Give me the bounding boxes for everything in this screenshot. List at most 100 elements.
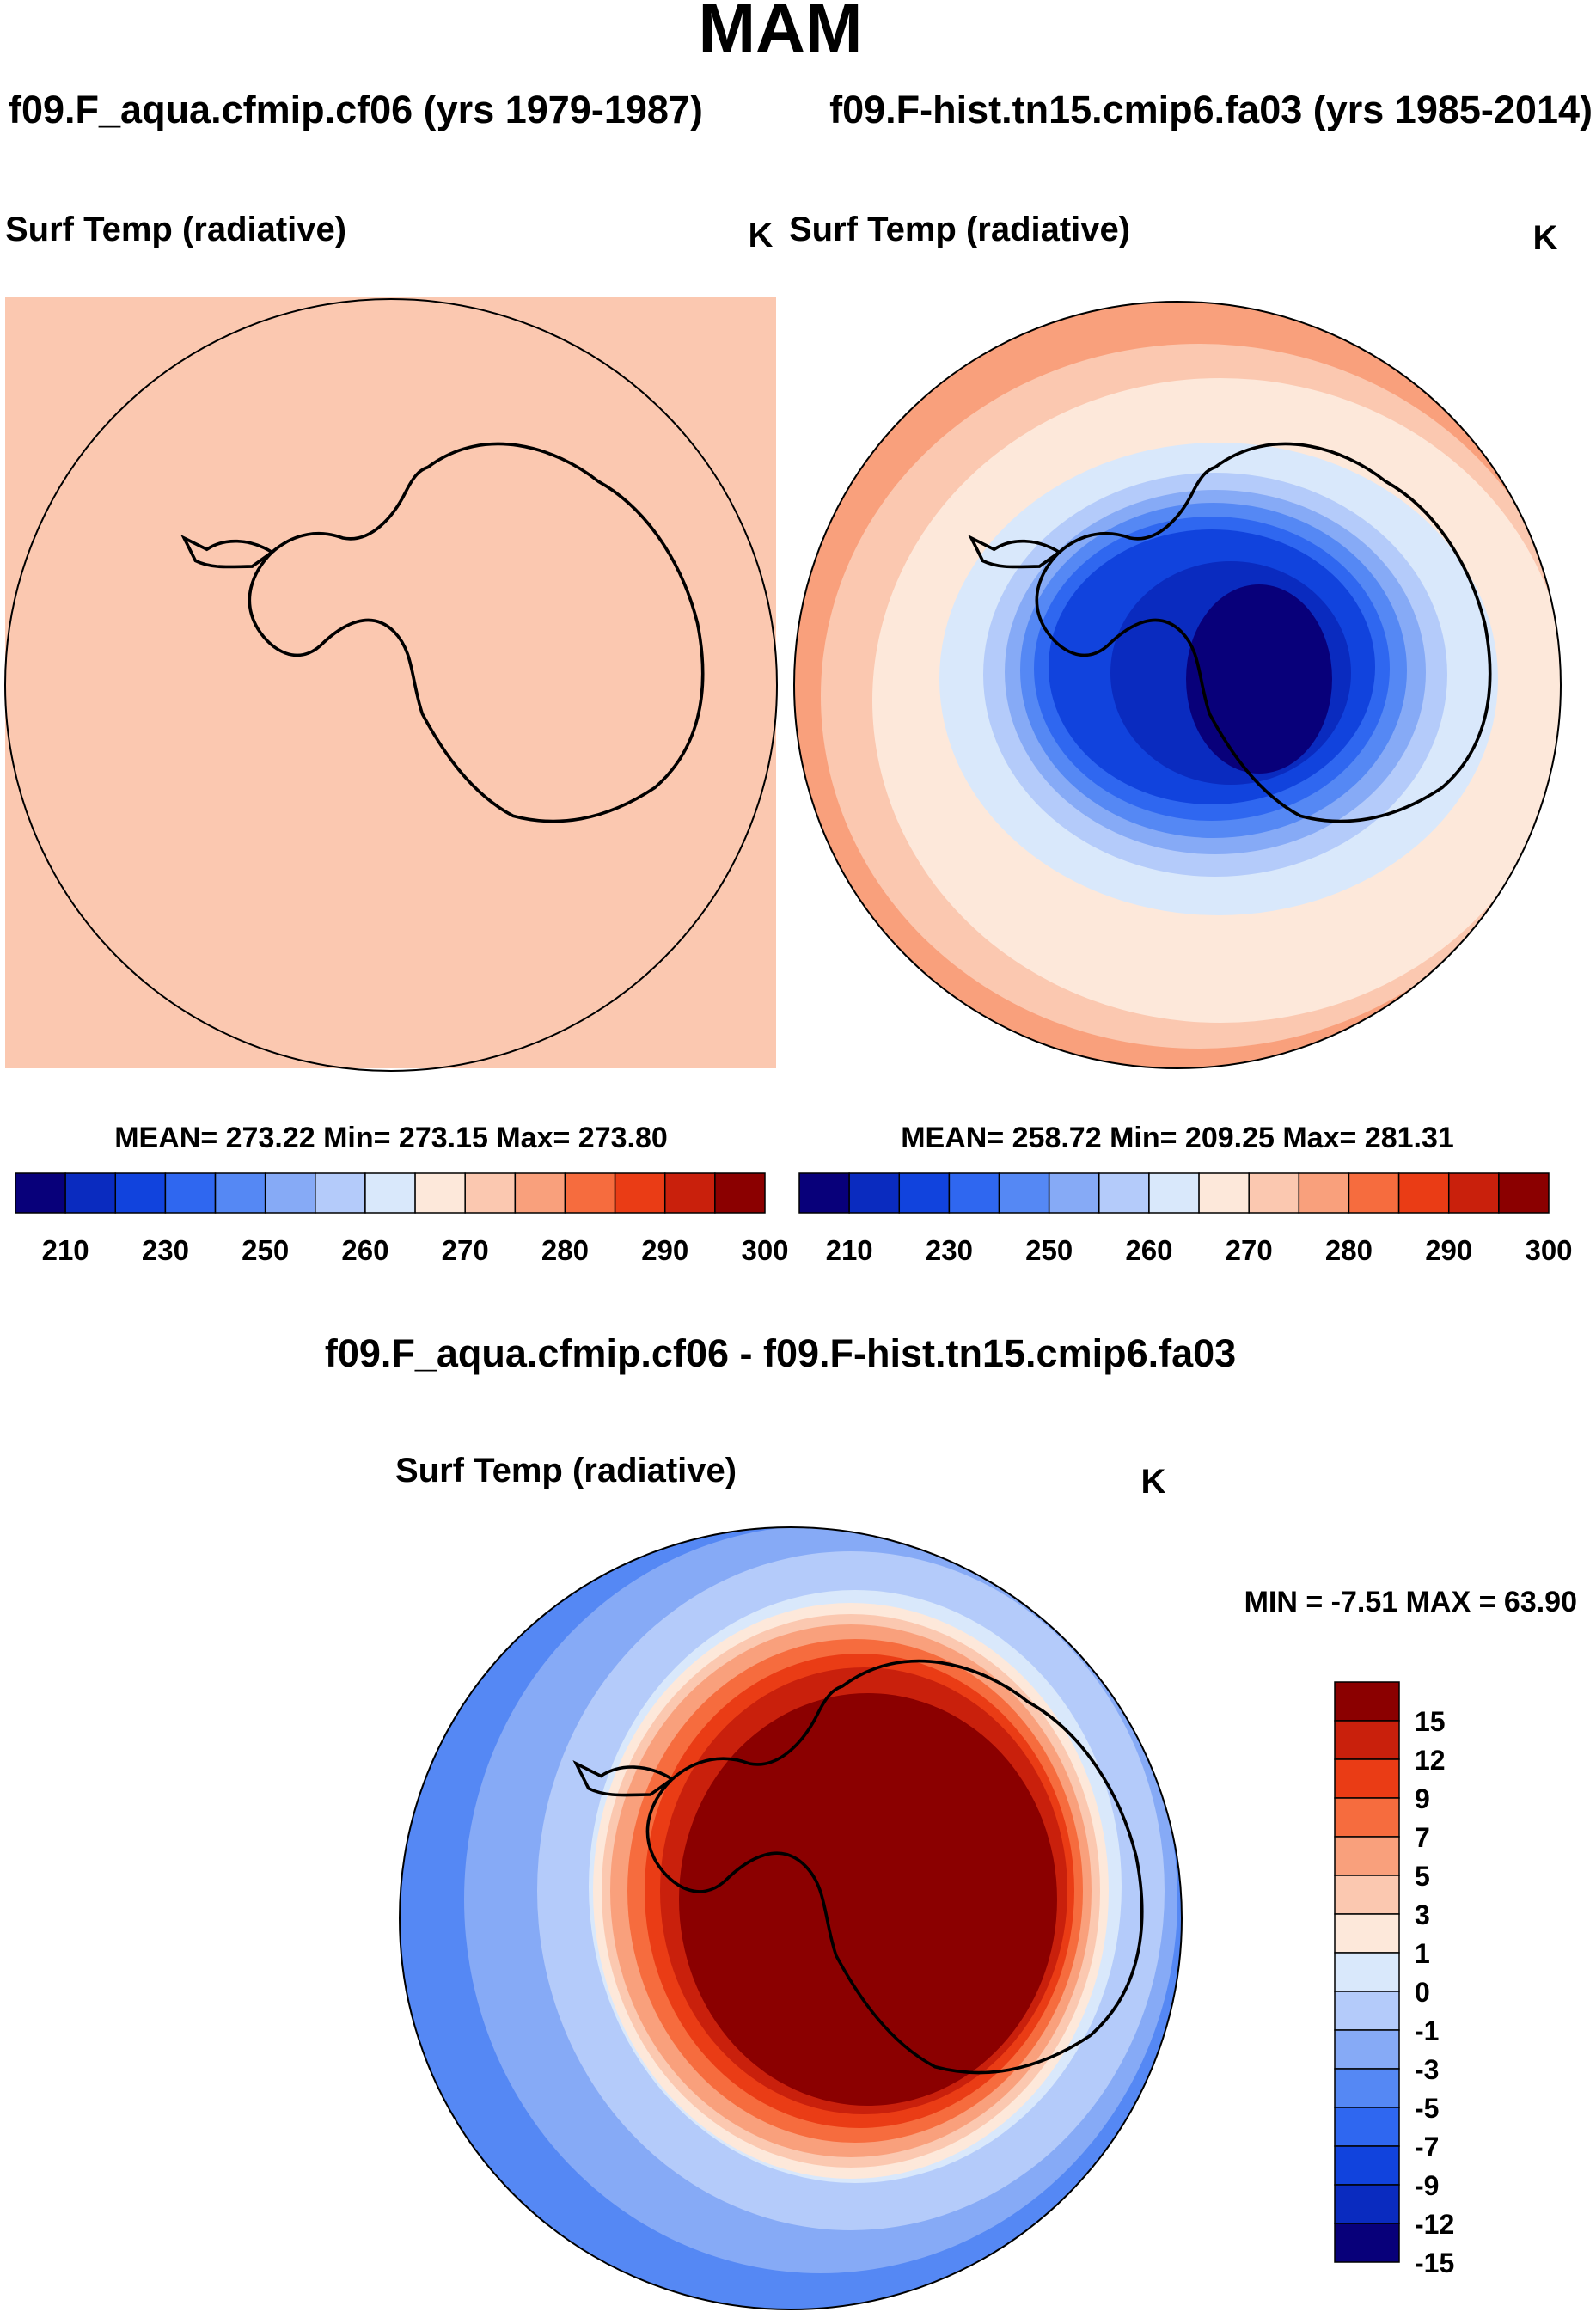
- case1-colorbar-box: [564, 1172, 616, 1214]
- case1-colorbar-box: [714, 1172, 766, 1214]
- diff-colorbar-box: [1334, 1836, 1400, 1876]
- case1-colorbar-tick: 250: [242, 1234, 289, 1266]
- diff-units: K: [1141, 1463, 1166, 1501]
- case1-colorbar-tick: 270: [442, 1234, 489, 1266]
- case2-temperature-field: [794, 302, 1561, 1068]
- diff-map-boundary: [399, 1526, 1183, 2310]
- case2-colorbar-box: [1198, 1172, 1250, 1214]
- case2-colorbar-box: [848, 1172, 901, 1214]
- case2-contour-level-10: [1186, 584, 1332, 774]
- diff-colorbar-box: [1334, 1758, 1400, 1799]
- diff-colorbar-tick: 12: [1415, 1745, 1446, 1776]
- diff-colorbar-tick: 5: [1415, 1861, 1430, 1892]
- case1-colorbar-box: [414, 1172, 466, 1214]
- case2-colorbar-box: [1248, 1172, 1300, 1214]
- case1-colorbar-box: [214, 1172, 266, 1214]
- case1-colorbar-box: [264, 1172, 316, 1214]
- diff-colorbar-tick: -1: [1415, 2015, 1439, 2046]
- case1-units: K: [749, 217, 774, 254]
- case1-colorbar-box: [464, 1172, 517, 1214]
- case1-colorbar-box: [114, 1172, 167, 1214]
- case2-colorbar-box: [1447, 1172, 1500, 1214]
- diff-colorbar-box: [1334, 1875, 1400, 1915]
- diff-colorbar-tick: -7: [1415, 2131, 1439, 2162]
- diff-contour-level-10: [679, 1693, 1057, 2106]
- case1-colorbar-tick: 230: [142, 1234, 189, 1266]
- case2-colorbar-box: [1148, 1172, 1200, 1214]
- case2-colorbar-box: [1397, 1172, 1450, 1214]
- case2-colorbar-tick: 230: [926, 1234, 973, 1266]
- case1-colorbar-tick: 280: [541, 1234, 589, 1266]
- diff-colorbar: 15 12 9 7 5 3 1 0 -1 -3 -5 -7 -9 -12 -15: [1334, 1681, 1454, 2278]
- case1-title: f09.F_aqua.cfmip.cf06 (yrs 1979-1987): [9, 88, 703, 131]
- diff-colorbar-tick: 3: [1415, 1899, 1430, 1930]
- diff-colorbar-tick: 1: [1415, 1938, 1430, 1969]
- case1-colorbar-tick: 210: [42, 1234, 89, 1266]
- case2-colorbar-tick: 280: [1325, 1234, 1373, 1266]
- case1-colorbar-box: [514, 1172, 566, 1214]
- case2-colorbar-tick: 290: [1425, 1234, 1472, 1266]
- diff-colorbar-box: [1334, 2029, 1400, 2070]
- diff-colorbar-box: [1334, 1952, 1400, 1992]
- diff-colorbar-tick: -15: [1415, 2248, 1454, 2278]
- diff-temperature-field: [400, 1527, 1182, 2309]
- case1-colorbar-box: [315, 1172, 366, 1214]
- diff-colorbar-tick: 9: [1415, 1783, 1430, 1814]
- case2-colorbar-tick: 210: [826, 1234, 873, 1266]
- case2-colorbar-box: [798, 1172, 850, 1214]
- case1-plot-background: [5, 297, 776, 1068]
- case2-colorbar-box: [1498, 1172, 1550, 1214]
- case1-colorbar-box: [15, 1172, 66, 1214]
- case1-plot-title: Surf Temp (radiative): [5, 211, 346, 248]
- case2-colorbar-tick: 270: [1226, 1234, 1273, 1266]
- diff-colorbar-box: [1334, 1913, 1400, 1954]
- case2-stats: MEAN= 258.72 Min= 209.25 Max= 281.31: [901, 1122, 1454, 1154]
- diff-colorbar-tick: 0: [1415, 1977, 1430, 2008]
- diff-colorbar-box: [1334, 1720, 1400, 1760]
- diff-stats: MIN = -7.51 MAX = 63.90: [1244, 1586, 1577, 1618]
- diff-colorbar-box: [1334, 2068, 1400, 2108]
- diff-colorbar-box: [1334, 2223, 1400, 2263]
- case1-colorbar-tick: 300: [741, 1234, 788, 1266]
- diff-title: f09.F_aqua.cfmip.cf06 - f09.F-hist.tn15.…: [325, 1331, 1236, 1375]
- case1-colorbar-box: [663, 1172, 716, 1214]
- diff-colorbar-tick: -9: [1415, 2170, 1439, 2201]
- diff-colorbar-tick: 7: [1415, 1822, 1430, 1853]
- case1-colorbar-box: [614, 1172, 666, 1214]
- case1-colorbar-box: [164, 1172, 217, 1214]
- case2-colorbar-box: [998, 1172, 1050, 1214]
- case2-plot-title: Surf Temp (radiative): [789, 211, 1130, 248]
- case2-contour-level-11: [1244, 629, 1265, 677]
- case2-colorbar-tick: 260: [1125, 1234, 1172, 1266]
- case2-colorbar-box: [1348, 1172, 1400, 1214]
- diff-colorbar-box: [1334, 2145, 1400, 2186]
- case2-colorbar-tick: 300: [1525, 1234, 1572, 1266]
- case2-map-boundary: [793, 301, 1562, 1069]
- case2-colorbar-box: [1298, 1172, 1350, 1214]
- case2-title: f09.F-hist.tn15.cmip6.fa03 (yrs 1985-201…: [829, 88, 1593, 131]
- case1-map-boundary: [4, 298, 778, 1072]
- case2-colorbar-box: [948, 1172, 1000, 1214]
- diff-colorbar-tick: 15: [1415, 1706, 1446, 1737]
- diff-plot-title: Surf Temp (radiative): [395, 1452, 737, 1489]
- diff-colorbar-box: [1334, 2184, 1400, 2224]
- case1-colorbar-tick: 290: [641, 1234, 688, 1266]
- case2-colorbar: 210 230 250 260 270 280 290 300: [798, 1172, 1573, 1266]
- case2-colorbar-box: [898, 1172, 951, 1214]
- case1-colorbar-box: [64, 1172, 117, 1214]
- case1-colorbar: 210 230 250 260 270 280 290 300: [15, 1172, 789, 1266]
- diff-colorbar-tick: -5: [1415, 2093, 1439, 2124]
- diff-colorbar-box: [1334, 2107, 1400, 2147]
- case2-units: K: [1533, 219, 1558, 257]
- case2-colorbar-tick: 250: [1025, 1234, 1073, 1266]
- case1-colorbar-tick: 260: [341, 1234, 388, 1266]
- diff-colorbar-tick: -12: [1415, 2209, 1454, 2240]
- case1-stats: MEAN= 273.22 Min= 273.15 Max= 273.80: [114, 1122, 668, 1154]
- diff-colorbar-tick: -3: [1415, 2054, 1439, 2085]
- diff-colorbar-box: [1334, 1991, 1400, 2031]
- main-title: MAM: [698, 0, 862, 66]
- case2-colorbar-box: [1048, 1172, 1100, 1214]
- diff-colorbar-box: [1334, 1681, 1400, 1722]
- diff-colorbar-box: [1334, 1797, 1400, 1838]
